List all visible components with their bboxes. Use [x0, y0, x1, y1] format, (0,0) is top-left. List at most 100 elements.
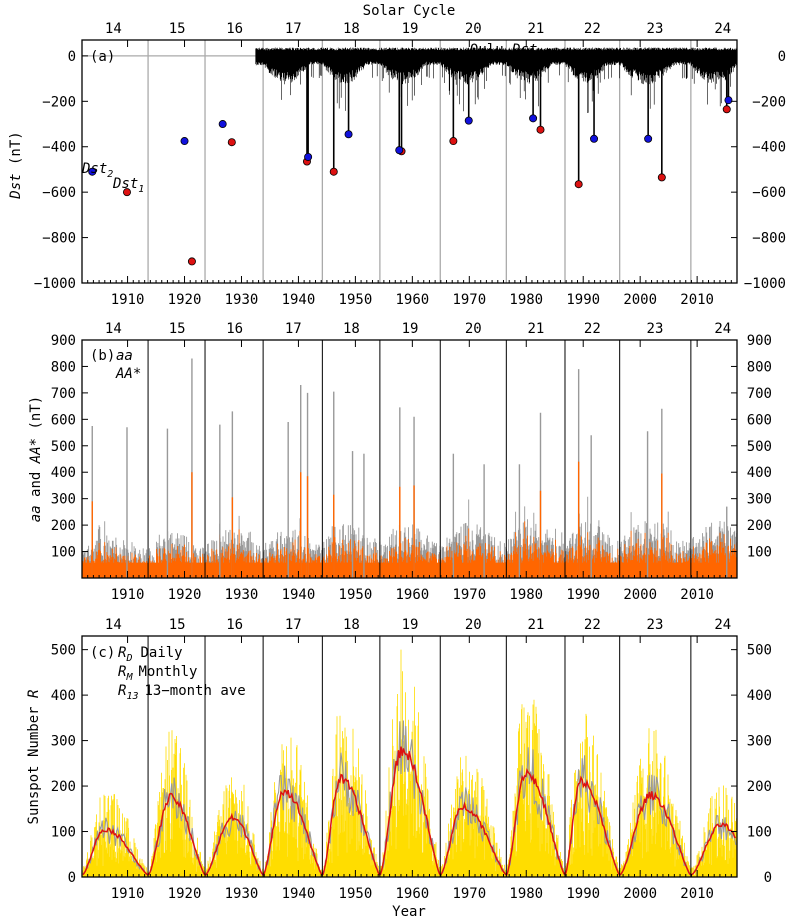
cycle-number-label: 14 — [105, 617, 122, 633]
cycle-number-label: 17 — [285, 617, 302, 633]
year-tick-label: 2000 — [623, 587, 657, 603]
panel-c-ytick-label-left: 200 — [51, 779, 76, 795]
panel-a-dst2-point — [88, 167, 97, 176]
panel-a-dst2-point — [180, 137, 189, 146]
cycle-number-label: 22 — [584, 21, 601, 37]
panel-c-ytick-label-right: 100 — [747, 825, 772, 841]
panel-b-ytick-label-left: 800 — [51, 359, 76, 375]
panel-a-ytick-label-right: −200 — [752, 94, 786, 110]
year-tick-label: 1970 — [452, 587, 486, 603]
panel-b-ytick-label-left: 700 — [51, 386, 76, 402]
cycle-number-label: 24 — [714, 617, 731, 633]
panel-b-ytick-label-right: 500 — [747, 439, 772, 455]
panel-a-ytick-label-right: −400 — [752, 140, 786, 156]
panel-a-dst2-point — [395, 146, 404, 155]
panel-b-ytick-label-left: 300 — [51, 492, 76, 508]
panel-b-ylabel: aa and AA* (nT) — [28, 396, 44, 522]
panel-b-ytick-label-right: 700 — [747, 386, 772, 402]
panel-b-ytick-label-right: 300 — [747, 492, 772, 508]
panel-a-label: (a) — [90, 49, 115, 65]
year-labels: 1910191019101920192019201930193019301940… — [87, 40, 732, 902]
panel-b-ytick-label-right: 900 — [747, 333, 772, 349]
year-tick-label: 2010 — [680, 886, 714, 902]
panel-a-dst2-point — [724, 96, 733, 105]
year-tick-label: 1950 — [339, 886, 373, 902]
year-tick-label: 1960 — [395, 292, 429, 308]
panel-a-dst1-point — [574, 180, 583, 189]
panel-a-ytick-label-right: −1000 — [744, 276, 786, 292]
panel-c-rd-label: RD Daily — [118, 645, 183, 664]
panel-a-dst1-point — [536, 125, 545, 134]
year-tick-label: 1930 — [225, 886, 259, 902]
year-tick-label: 1980 — [509, 587, 543, 603]
panel-a-ytick-label-right: −800 — [752, 231, 786, 247]
panel-b-ytick-label-right: 800 — [747, 359, 772, 375]
year-tick-label: 2010 — [680, 292, 714, 308]
cycle-number-label: 18 — [343, 21, 360, 37]
cycle-number-label: 14 — [105, 21, 122, 37]
panel-c-ytick-label-left: 300 — [51, 734, 76, 750]
year-tick-label: 1980 — [509, 292, 543, 308]
panel-b-label: (b) — [90, 348, 115, 364]
cycle-number-label: 23 — [647, 21, 664, 37]
cycle-number-label: 14 — [105, 321, 122, 337]
cycle-number-label: 16 — [226, 21, 243, 37]
panel-c-rm-label: RM Monthly — [118, 664, 197, 683]
panel-a-ytick-label-left: −200 — [42, 94, 76, 110]
panel-b-ytick-label-left: 900 — [51, 333, 76, 349]
cycle-number-label: 23 — [647, 617, 664, 633]
panel-b-ytick-label-left: 100 — [51, 545, 76, 561]
panel-b-ytick-label-right: 400 — [747, 465, 772, 481]
panel-c-ytick-label-right: 300 — [747, 734, 772, 750]
panel-b-ytick-label-left: 500 — [51, 439, 76, 455]
year-tick-label: 1920 — [168, 886, 202, 902]
panel-b-ytick-label-left: 600 — [51, 412, 76, 428]
panel-a-dst1-point — [449, 137, 458, 146]
panel-a-dst2-point — [344, 130, 353, 139]
year-tick-label: 1920 — [168, 292, 202, 308]
panel-a-ytick-label-right: 0 — [778, 49, 786, 65]
year-tick-label: 1920 — [168, 587, 202, 603]
panel-b-aastar-label: AA* — [115, 366, 141, 382]
panel-a-dst1-point — [657, 173, 666, 182]
year-tick-label: 1960 — [395, 587, 429, 603]
panel-a-dst-trace — [255, 47, 737, 113]
year-tick-label: 2010 — [680, 587, 714, 603]
panel-a-dst2-label: Dst2 — [81, 161, 113, 180]
panel-a-ytick-label-right: −600 — [752, 185, 786, 201]
panel-c-ylabel: Sunspot Number R — [26, 690, 42, 825]
panel-c-r13-series — [82, 746, 737, 877]
panel-c-frame — [81, 635, 738, 878]
panel-c-ytick-label-right: 200 — [747, 779, 772, 795]
year-tick-label: 1990 — [566, 292, 600, 308]
cycle-number-label: 22 — [584, 321, 601, 337]
year-tick-label: 1940 — [282, 292, 316, 308]
panel-c-ytick-label-right: 500 — [747, 643, 772, 659]
panel-a-ylabel: Dst (nT) — [8, 131, 24, 199]
panel-c-ytick-label-left: 0 — [68, 870, 76, 886]
year-tick-label: 2000 — [623, 886, 657, 902]
panel-c-sunspot: 0 0 100 100 200 200 300 300 400 400 500 500 (c) RD D… — [26, 635, 772, 886]
solar-cycle-title: Solar Cycle — [363, 3, 456, 19]
panel-c-ytick-label-right: 400 — [747, 688, 772, 704]
year-tick-label: 1980 — [509, 886, 543, 902]
cycle-number-label: 19 — [402, 617, 419, 633]
panel-a-dst2-point — [644, 134, 653, 143]
panel-b-ytick-label-left: 200 — [51, 518, 76, 534]
cycle-number-label: 23 — [647, 321, 664, 337]
panel-a-dst1-point — [187, 257, 196, 266]
panel-c-ytick-label-right: 0 — [764, 870, 772, 886]
year-tick-label: 1970 — [452, 292, 486, 308]
cycle-number-label: 19 — [402, 21, 419, 37]
cycle-number-label: 21 — [528, 617, 545, 633]
panel-a-ytick-label-left: 0 — [68, 49, 76, 65]
panel-a-ytick-label-left: −400 — [42, 140, 76, 156]
panel-a-dst1-label: Dst1 — [112, 176, 144, 195]
year-tick-label: 1970 — [452, 886, 486, 902]
panel-b-ytick-label-right: 100 — [747, 545, 772, 561]
x-axis-label: Year — [392, 904, 426, 920]
panel-c-ytick-label-left: 100 — [51, 825, 76, 841]
panel-a-trace-label: Oulu Dst — [470, 42, 537, 58]
